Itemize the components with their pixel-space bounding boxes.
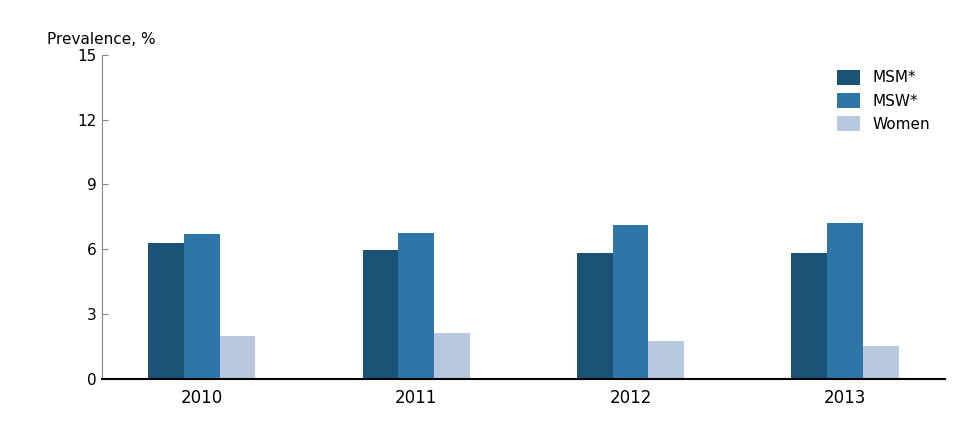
- Bar: [612, 225, 648, 379]
- Bar: [577, 253, 612, 379]
- Bar: [863, 346, 899, 379]
- Bar: [434, 333, 469, 379]
- Bar: [828, 223, 863, 379]
- Text: Prevalence, %: Prevalence, %: [47, 32, 156, 47]
- Bar: [148, 243, 184, 379]
- Bar: [648, 341, 684, 379]
- Bar: [184, 234, 220, 379]
- Legend: MSM*, MSW*, Women: MSM*, MSW*, Women: [829, 62, 937, 139]
- Bar: [398, 233, 434, 379]
- Bar: [363, 250, 398, 379]
- Bar: [220, 336, 255, 379]
- Bar: [791, 253, 828, 379]
